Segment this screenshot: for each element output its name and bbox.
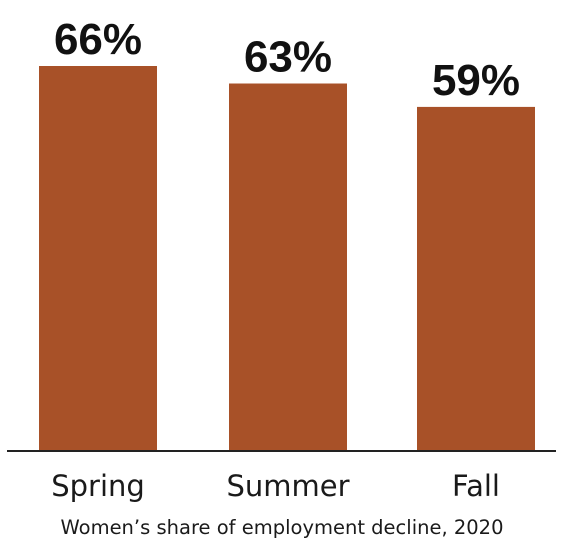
value-labels-group: 66% 63% 59% bbox=[54, 15, 520, 105]
value-label-fall: 59% bbox=[432, 56, 520, 105]
bars-group bbox=[39, 66, 535, 452]
value-label-spring: 66% bbox=[54, 15, 142, 64]
bar-summer bbox=[229, 83, 347, 451]
category-labels-group: Spring Summer Fall bbox=[51, 469, 500, 503]
category-label-spring: Spring bbox=[51, 469, 145, 503]
x-axis-caption: Women’s share of employment decline, 202… bbox=[61, 516, 504, 539]
bar-fall bbox=[417, 106, 535, 452]
category-label-fall: Fall bbox=[452, 469, 500, 503]
bar-spring bbox=[39, 66, 157, 451]
category-label-summer: Summer bbox=[226, 469, 349, 503]
value-label-summer: 63% bbox=[244, 33, 332, 82]
